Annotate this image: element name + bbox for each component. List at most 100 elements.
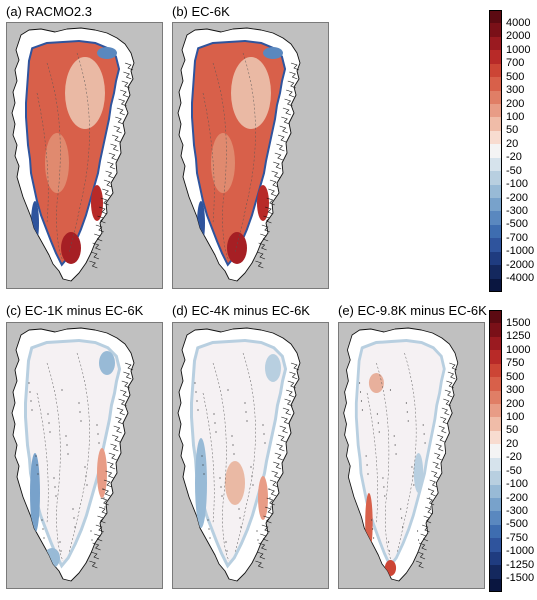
colorbar-swatch xyxy=(489,157,502,172)
colorbar-swatch xyxy=(489,323,502,338)
colorbar-tick-label: 500 xyxy=(506,370,525,383)
greenland-map-e xyxy=(343,327,459,582)
colorbar-tick-label: -100 xyxy=(506,478,529,491)
map-e xyxy=(338,322,485,589)
colorbar-swatch xyxy=(489,498,502,512)
map-a xyxy=(6,22,163,289)
colorbar-tick-label: 1000 xyxy=(506,343,531,356)
colorbar-tick-label: 100 xyxy=(506,110,525,123)
colorbar-swatch xyxy=(489,538,502,553)
colorbar-swatch xyxy=(489,484,502,499)
colorbar-tick-label: -2000 xyxy=(506,258,535,271)
colorbar-tick-label: 750 xyxy=(506,357,525,370)
colorbar-tick-label: -200 xyxy=(506,191,529,204)
colorbar-swatch xyxy=(489,251,502,266)
colorbar-tick-label: 700 xyxy=(506,57,525,70)
colorbar-tick-label: -700 xyxy=(506,231,529,244)
colorbar-swatch xyxy=(489,551,502,566)
colorbar-swatch xyxy=(489,130,502,145)
colorbar-swatch xyxy=(489,278,502,293)
greenland-map-d xyxy=(177,327,301,582)
colorbar-frame xyxy=(489,10,502,292)
panel-d-title: (d) EC-4K minus EC-6K xyxy=(172,303,310,318)
colorbar-swatch xyxy=(489,144,502,159)
colorbar-swatch xyxy=(489,336,502,351)
colorbar-swatch xyxy=(489,417,502,432)
colorbar-tick-label: 2000 xyxy=(506,30,531,43)
colorbar-swatch xyxy=(489,63,502,78)
colorbar-tick-label: -300 xyxy=(506,204,529,217)
colorbar-swatch xyxy=(489,238,502,253)
colorbar-swatch xyxy=(489,363,502,378)
colorbar-tick-label: -300 xyxy=(506,504,529,517)
colorbar-tick-label: 200 xyxy=(506,397,525,410)
panel-c-title: (c) EC-1K minus EC-6K xyxy=(6,303,144,318)
colorbar-bottom: 1500 1250 1000 750 500 300 200 100 50 20 -20 -50 -10… xyxy=(489,310,535,593)
colorbar-tick-label: -20 xyxy=(506,151,522,164)
colorbar-tick-label: -750 xyxy=(506,531,529,544)
colorbar-swatch xyxy=(489,10,502,24)
colorbar-tick-label: 200 xyxy=(506,97,525,110)
colorbar-tick-label: 1000 xyxy=(506,43,531,56)
colorbar-tick-label: -20 xyxy=(506,451,522,464)
colorbar-tick-label: 20 xyxy=(506,437,519,450)
colorbar-swatch xyxy=(489,457,502,472)
greenland-map-b xyxy=(177,27,301,282)
colorbar-tick-label: -500 xyxy=(506,218,529,231)
colorbar-tick-label: -200 xyxy=(506,491,529,504)
colorbar-swatch xyxy=(489,90,502,105)
greenland-map-c xyxy=(11,327,135,582)
colorbar-swatch xyxy=(489,578,502,593)
colorbar-tick-label: 1250 xyxy=(506,330,531,343)
panel-e-title: (e) EC-9.8K minus EC-6K xyxy=(338,303,487,318)
colorbar-swatch xyxy=(489,265,502,280)
colorbar-tick-label: -50 xyxy=(506,464,522,477)
colorbar-tick-label: 100 xyxy=(506,410,525,423)
colorbar-swatch xyxy=(489,350,502,365)
colorbar-swatch xyxy=(489,444,502,459)
colorbar-tick-label: 50 xyxy=(506,124,519,137)
colorbar-swatch xyxy=(489,390,502,405)
colorbar-tick-label: -4000 xyxy=(506,272,535,285)
colorbar-swatch xyxy=(489,50,502,65)
colorbar-tick-label: -50 xyxy=(506,164,522,177)
panel-b-title: (b) EC-6K xyxy=(172,4,230,19)
colorbar-tick-label: -100 xyxy=(506,178,529,191)
colorbar-tick-label: 300 xyxy=(506,84,525,97)
colorbar-swatch xyxy=(489,430,502,445)
colorbar-swatch xyxy=(489,211,502,226)
colorbar-swatch xyxy=(489,117,502,132)
colorbar-tick-label: 20 xyxy=(506,137,519,150)
colorbar-swatch xyxy=(489,36,502,51)
greenland-map-a xyxy=(11,27,135,282)
colorbar-swatch xyxy=(489,404,502,418)
colorbar-tick-label: -1500 xyxy=(506,572,535,585)
colorbar-tick-label: 50 xyxy=(506,424,519,437)
colorbar-swatch xyxy=(489,23,502,38)
panel-a-title: (a) RACMO2.3 xyxy=(6,4,92,19)
colorbar-top: 4000 2000 1000 700 500 300 200 100 50 20 -20 -50 -10… xyxy=(489,10,535,293)
colorbar-tick-label: 500 xyxy=(506,70,525,83)
colorbar-swatch xyxy=(489,184,502,199)
colorbar-tick-label: 4000 xyxy=(506,16,531,29)
colorbar-swatch xyxy=(489,171,502,186)
colorbar-swatch xyxy=(489,198,502,212)
colorbar-swatch xyxy=(489,565,502,580)
colorbar-tick-label: -500 xyxy=(506,518,529,531)
map-b xyxy=(172,22,329,289)
colorbar-tick-label: 1500 xyxy=(506,316,531,329)
colorbar-swatch xyxy=(489,471,502,486)
colorbar-swatch xyxy=(489,377,502,392)
colorbar-swatch xyxy=(489,224,502,239)
map-d xyxy=(172,322,329,589)
colorbar-tick-label: -1000 xyxy=(506,545,535,558)
colorbar-tick-label: -1000 xyxy=(506,245,535,258)
colorbar-swatch xyxy=(489,104,502,118)
colorbar-frame xyxy=(489,310,502,592)
colorbar-swatch xyxy=(489,524,502,539)
colorbar-tick-label: 300 xyxy=(506,384,525,397)
colorbar-swatch xyxy=(489,310,502,324)
colorbar-tick-label: -1250 xyxy=(506,558,535,571)
colorbar-swatch xyxy=(489,77,502,92)
colorbar-swatch xyxy=(489,511,502,526)
